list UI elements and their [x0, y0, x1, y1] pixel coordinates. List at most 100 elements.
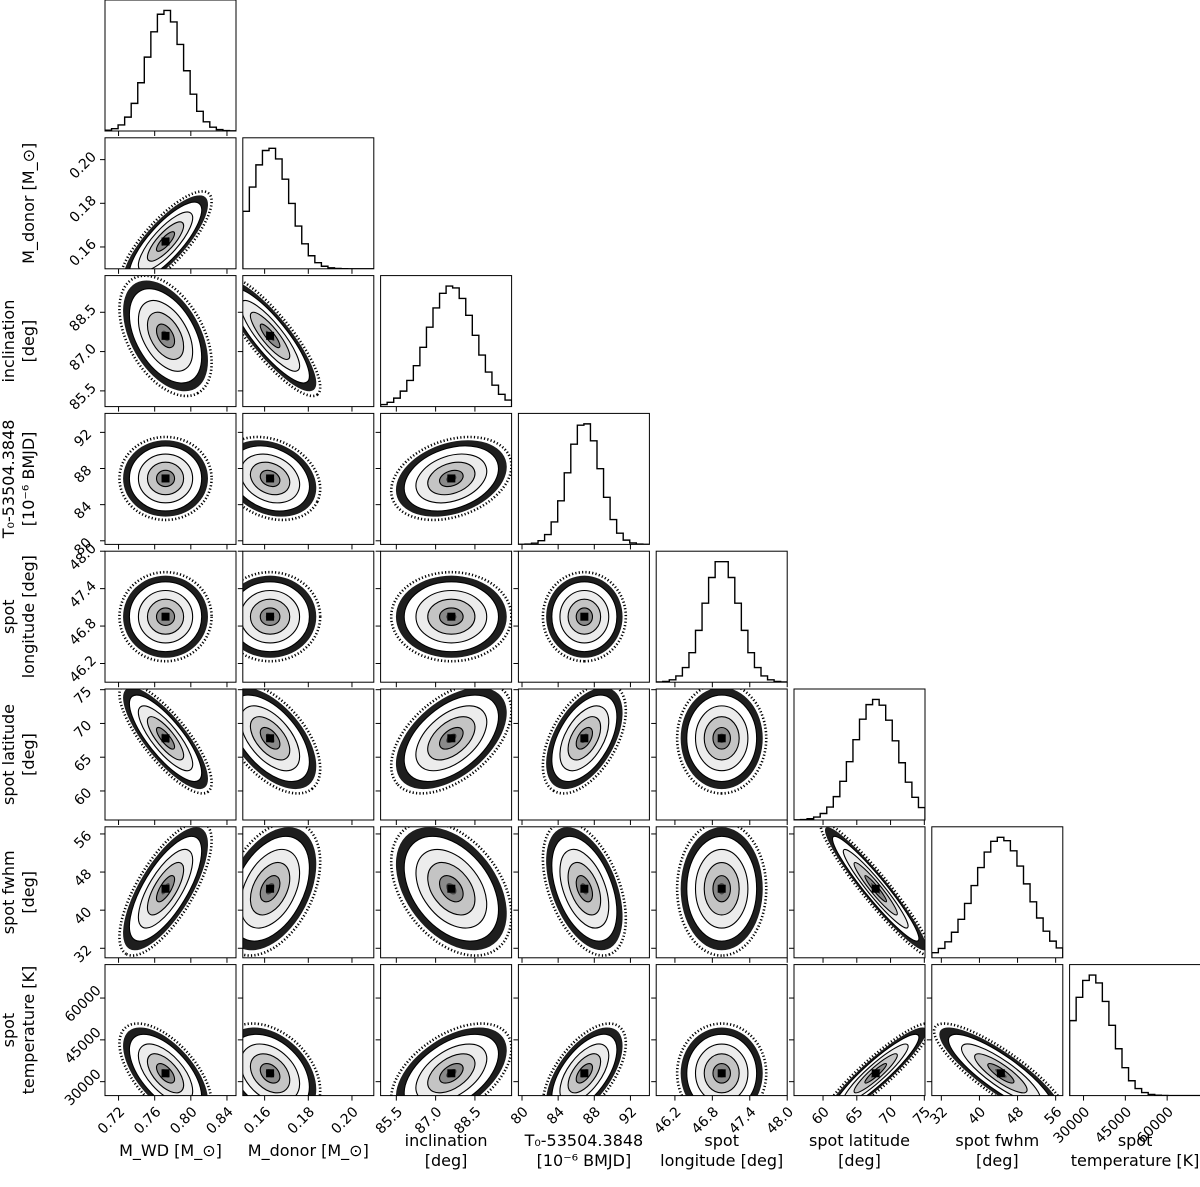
contour-line [551, 1033, 618, 1096]
contour-line [128, 694, 203, 783]
scatter-halo [118, 275, 213, 398]
y-tick-label: 40 [71, 904, 95, 928]
panel-lat-lat [793, 688, 926, 825]
contour-line [831, 835, 920, 942]
scatter-halo [242, 275, 322, 398]
axis-label-line: temperature [K] [19, 966, 38, 1095]
panel-lat-lon [651, 688, 788, 825]
contour-line [694, 848, 749, 929]
density-peak [266, 331, 275, 340]
contour-line [575, 875, 594, 903]
contour-line [559, 705, 610, 772]
axis-label-line: [deg] [425, 1151, 468, 1170]
contour-line [438, 875, 464, 903]
density-peak [447, 1069, 456, 1078]
histogram-fwhm [931, 836, 1063, 958]
contour-line [842, 848, 909, 929]
panel-temp-lat: 60 65 70 75 [789, 964, 934, 1128]
panel-frame [655, 688, 788, 821]
y-tick-label: 48.0 [67, 541, 100, 574]
contour-line [146, 461, 185, 496]
scatter-halo [118, 689, 213, 795]
axis-label-line: [deg] [19, 320, 38, 363]
contour-line [242, 589, 301, 644]
scatter-halo [541, 689, 628, 795]
contour-line [415, 705, 488, 772]
density-peak [717, 734, 726, 743]
scatter-halo [118, 1022, 213, 1096]
x-tick-label: 0.20 [328, 1104, 361, 1137]
contour-line [403, 1033, 500, 1096]
contour-line [427, 598, 476, 635]
contour-line [403, 581, 500, 653]
density-peak [266, 1069, 275, 1078]
x-tick-label: 84 [544, 1104, 568, 1128]
scatter-halo [675, 826, 768, 957]
histogram-lon [656, 560, 788, 683]
contour-line [567, 861, 602, 916]
density-peak [580, 734, 589, 743]
panel-t0-t0 [517, 412, 650, 550]
panel-frame [517, 550, 650, 683]
y-tick-label: 30000 [62, 1066, 105, 1109]
axis-label: M_donor [M_⊙] [248, 1141, 369, 1161]
contour-line [242, 848, 301, 929]
contour-line [831, 1033, 920, 1096]
panel-frame [517, 688, 650, 821]
axis-label: inclination[deg] [0, 300, 38, 383]
axis-label: M_WD [M_⊙] [119, 1141, 222, 1161]
contour-line [259, 1062, 281, 1084]
panel-fwhm-fwhm [931, 826, 1064, 963]
axis-label-line: M_donor [M_⊙] [19, 143, 39, 264]
axis-label-line: M_donor [M_⊙] [248, 1141, 369, 1161]
contour-line [551, 581, 618, 653]
density-peak [161, 237, 170, 246]
density-peak [161, 884, 170, 893]
density-peak [717, 884, 726, 893]
contour-line [575, 726, 594, 750]
contour-line [242, 705, 301, 772]
contour-line [703, 716, 740, 761]
panel-frame [380, 964, 513, 1097]
panel-frame [380, 688, 513, 821]
density-peak [161, 474, 170, 483]
panel-fwhm-lat [789, 826, 926, 963]
y-tick-label: 0.18 [67, 193, 100, 226]
contour-line [128, 1033, 203, 1096]
panel-temp-mdonor: 0.16 0.18 0.20 [237, 964, 375, 1137]
density-peak [871, 1069, 880, 1078]
panel-fwhm-t0 [513, 826, 650, 963]
y-tick-label: 32 [71, 942, 95, 966]
y-tick-label: 70 [71, 718, 95, 742]
contour-line [403, 694, 500, 783]
panel-mdonor-mwd: 0.16 0.18 0.20 [67, 137, 237, 274]
contour-line [137, 299, 194, 372]
scatter-halo [242, 689, 322, 795]
contour-line [438, 726, 464, 750]
panel-fwhm-mdonor [237, 826, 375, 963]
scatter-halo [932, 1022, 1063, 1096]
panel-frame [655, 964, 788, 1097]
contour-line [567, 716, 602, 761]
histogram-incl [380, 285, 512, 407]
panel-frame [517, 412, 650, 545]
scatter-halo [118, 826, 213, 957]
contour-line [242, 445, 310, 512]
y-tick-label: 46.8 [67, 615, 100, 648]
contour-line [242, 1043, 301, 1096]
y-tick-label: 0.16 [67, 236, 100, 269]
contour-line [155, 607, 176, 626]
contour-line [703, 861, 740, 916]
axis-label: spot latitude[deg] [809, 1131, 910, 1170]
y-tick-label: 92 [71, 426, 95, 450]
axis-label-line: inclination [405, 1131, 488, 1150]
y-tick-label: 56 [71, 828, 95, 852]
axis-label-line: T₀-53504.3848 [0, 420, 18, 540]
panel-frame [793, 688, 926, 821]
y-tick-label: 45000 [62, 1025, 105, 1068]
x-tick-label: 60 [809, 1104, 833, 1128]
contour-line [686, 1033, 758, 1096]
x-tick-label: 0.80 [167, 1104, 200, 1137]
scatter-halo [389, 826, 512, 957]
